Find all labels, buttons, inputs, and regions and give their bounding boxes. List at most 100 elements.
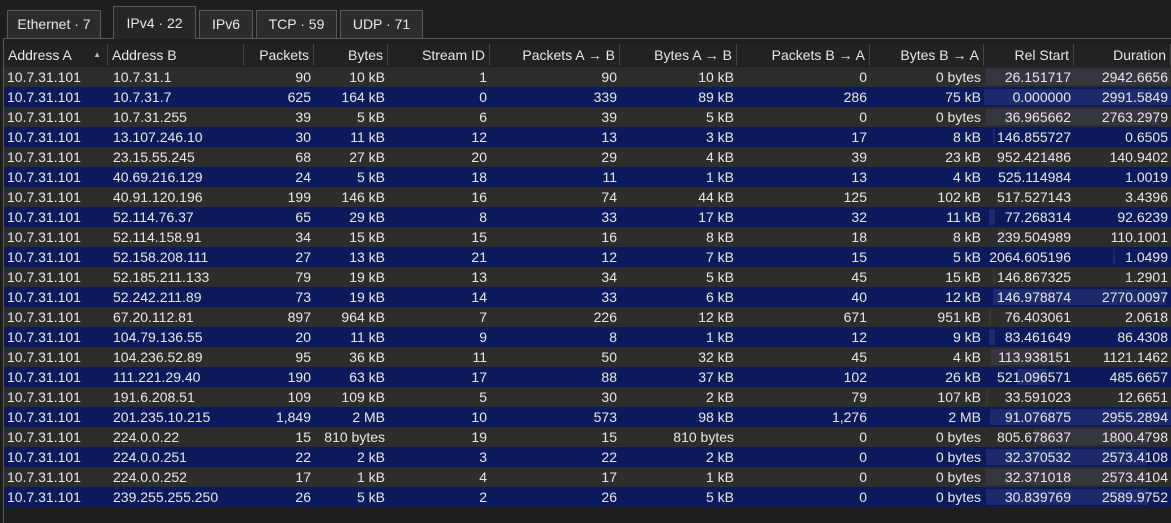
cell-packets: 22	[295, 449, 311, 465]
cell-packets-a-b: 573	[593, 409, 617, 425]
table-row[interactable]: 10.7.31.101 23.15.55.245 68 27 kB 20 29 4 kB 39…	[4, 147, 1171, 167]
cell-address-b: 10.7.31.1	[113, 69, 172, 85]
cell-packets-a-b: 22	[601, 449, 617, 465]
tab-udp[interactable]: UDP · 71	[340, 10, 423, 38]
cell-address-b: 10.7.31.7	[113, 89, 172, 105]
column-header-label: Bytes A → B	[654, 47, 732, 63]
cell-stream-id: 6	[479, 109, 487, 125]
cell-duration: 2991.5849	[1101, 89, 1168, 105]
timeline-bar	[986, 449, 1147, 465]
column-header-label: Bytes B → A	[900, 47, 979, 63]
cell-stream-id: 0	[479, 89, 487, 105]
cell-duration: 2573.4108	[1101, 449, 1168, 465]
cell-packets: 15	[295, 429, 311, 445]
table-row[interactable]: 10.7.31.101 111.221.29.40 190 63 kB 17 88 37 k…	[4, 367, 1171, 387]
cell-packets-a-b: 8	[609, 329, 617, 345]
cell-address-b: 52.158.208.111	[113, 249, 209, 265]
cell-bytes-a-b: 17 kB	[698, 209, 734, 225]
column-header-bytes-a-b[interactable]: Bytes A → B	[620, 44, 737, 66]
cell-packets: 27	[295, 249, 311, 265]
cell-packets-a-b: 11	[602, 169, 617, 185]
table-row[interactable]: 10.7.31.101 52.242.211.89 73 19 kB 14 33 6 kB 4…	[4, 287, 1171, 307]
cell-rel-start: 525.114984	[998, 169, 1071, 185]
cell-rel-start: 239.504989	[997, 229, 1071, 245]
cell-bytes-b-a: 0 bytes	[935, 109, 981, 125]
cell-bytes: 11 kB	[350, 329, 385, 345]
column-header-rel-start[interactable]: Rel Start	[984, 44, 1074, 66]
table-row[interactable]: 10.7.31.101 40.91.120.196 199 146 kB 16 74 44 …	[4, 187, 1171, 207]
table-row[interactable]: 10.7.31.101 52.185.211.133 79 19 kB 13 34 5 kB…	[4, 267, 1171, 287]
table-row[interactable]: 10.7.31.101 201.235.10.215 1,849 2 MB 10 573 9…	[4, 407, 1171, 427]
cell-packets-b-a: 1,276	[831, 409, 867, 425]
table-row[interactable]: 10.7.31.101 40.69.216.129 24 5 kB 18 11 1 kB 13…	[4, 167, 1171, 187]
cell-bytes-a-b: 3 kB	[705, 129, 734, 145]
cell-duration: 2955.2894	[1101, 409, 1168, 425]
cell-address-a: 10.7.31.101	[7, 89, 81, 105]
table-row[interactable]: 10.7.31.101 10.7.31.1 90 10 kB 1 90 10 kB 0 0 by…	[4, 67, 1171, 87]
cell-packets-a-b: 13	[601, 129, 617, 145]
cell-bytes-a-b: 5 kB	[705, 269, 734, 285]
table-row[interactable]: 10.7.31.101 52.158.208.111 27 13 kB 21 12 7 kB…	[4, 247, 1171, 267]
column-header-packets-b-a[interactable]: Packets B → A	[737, 44, 870, 66]
cell-address-b: 23.15.55.245	[113, 149, 195, 165]
cell-bytes: 1 kB	[356, 469, 385, 485]
table-row[interactable]: 10.7.31.101 224.0.0.252 17 1 kB 4 17 1 kB 0 0 by…	[4, 467, 1171, 487]
table-row[interactable]: 10.7.31.101 10.7.31.7 625 164 kB 0 339 89 kB 28…	[4, 87, 1171, 107]
cell-bytes-a-b: 37 kB	[698, 369, 734, 385]
cell-bytes-b-a: 0 bytes	[935, 489, 981, 505]
table-row[interactable]: 10.7.31.101 104.79.136.55 20 11 kB 9 8 1 kB 12 9…	[4, 327, 1171, 347]
cell-bytes: 2 kB	[356, 449, 385, 465]
tab-ipv6[interactable]: IPv6	[199, 10, 253, 38]
cell-bytes: 15 kB	[349, 229, 385, 245]
table-row[interactable]: 10.7.31.101 224.0.0.251 22 2 kB 3 22 2 kB 0 0 by…	[4, 447, 1171, 467]
table-row[interactable]: 10.7.31.101 13.107.246.10 30 11 kB 12 13 3 kB 1…	[4, 127, 1171, 147]
cell-stream-id: 19	[471, 429, 487, 445]
cell-packets: 95	[295, 349, 311, 365]
column-header-label: Address A	[8, 47, 72, 63]
cell-stream-id: 1	[479, 69, 487, 85]
table-row[interactable]: 10.7.31.101 104.236.52.89 95 36 kB 11 50 32 kB…	[4, 347, 1171, 367]
column-header-stream-id[interactable]: Stream ID	[388, 44, 490, 66]
table-row[interactable]: 10.7.31.101 239.255.255.250 26 5 kB 2 26 5 kB 0…	[4, 487, 1171, 507]
table-row[interactable]: 10.7.31.101 10.7.31.255 39 5 kB 6 39 5 kB 0 0 by…	[4, 107, 1171, 127]
cell-address-a: 10.7.31.101	[7, 349, 81, 365]
cell-stream-id: 7	[479, 309, 487, 325]
table-row[interactable]: 10.7.31.101 224.0.0.22 15 810 bytes 19 15 810 …	[4, 427, 1171, 447]
cell-packets-a-b: 17	[601, 469, 617, 485]
column-header-packets-a-b[interactable]: Packets A → B	[490, 44, 620, 66]
cell-bytes-a-b: 2 kB	[705, 449, 734, 465]
timeline-bar	[991, 349, 1062, 365]
cell-bytes: 10 kB	[349, 69, 385, 85]
cell-bytes-a-b: 2 kB	[705, 389, 734, 405]
cell-packets-b-a: 102	[843, 369, 867, 385]
cell-address-b: 40.91.120.196	[113, 189, 203, 205]
cell-packets: 73	[295, 289, 311, 305]
cell-duration: 92.6239	[1117, 209, 1168, 225]
cell-bytes: 5 kB	[356, 109, 385, 125]
cell-packets: 68	[295, 149, 311, 165]
cell-rel-start: 77.268314	[1004, 209, 1071, 225]
tab-ipv4[interactable]: IPv4 · 22	[113, 6, 196, 39]
column-header-packets[interactable]: Packets	[244, 44, 314, 66]
timeline-bar	[993, 269, 996, 285]
column-header-label: Stream ID	[421, 47, 485, 63]
cell-address-b: 10.7.31.255	[113, 109, 187, 125]
table-row[interactable]: 10.7.31.101 52.114.76.37 65 29 kB 8 33 17 kB 32…	[4, 207, 1171, 227]
cell-bytes-a-b: 7 kB	[705, 249, 734, 265]
table-row[interactable]: 10.7.31.101 67.20.112.81 897 964 kB 7 226 12 k…	[4, 307, 1171, 327]
table-row[interactable]: 10.7.31.101 191.6.208.51 109 109 kB 5 30 2 kB 7…	[4, 387, 1171, 407]
column-header-address-a[interactable]: Address A ▲	[4, 44, 108, 66]
cell-packets-a-b: 226	[593, 309, 617, 325]
column-header-bytes[interactable]: Bytes	[314, 44, 388, 66]
cell-bytes-a-b: 1 kB	[705, 169, 734, 185]
column-header-label: Packets B → A	[771, 47, 865, 63]
table-row[interactable]: 10.7.31.101 52.114.158.91 34 15 kB 15 16 8 kB 1…	[4, 227, 1171, 247]
cell-rel-start: 521.096571	[997, 369, 1071, 385]
column-header-address-b[interactable]: Address B	[108, 44, 244, 66]
column-header-duration[interactable]: Duration	[1074, 44, 1171, 66]
cell-stream-id: 15	[471, 229, 487, 245]
cell-bytes-b-a: 15 kB	[945, 269, 981, 285]
tab-tcp[interactable]: TCP · 59	[256, 10, 337, 38]
column-header-bytes-b-a[interactable]: Bytes B → A	[870, 44, 984, 66]
tab-ethernet[interactable]: Ethernet · 7	[7, 10, 101, 38]
